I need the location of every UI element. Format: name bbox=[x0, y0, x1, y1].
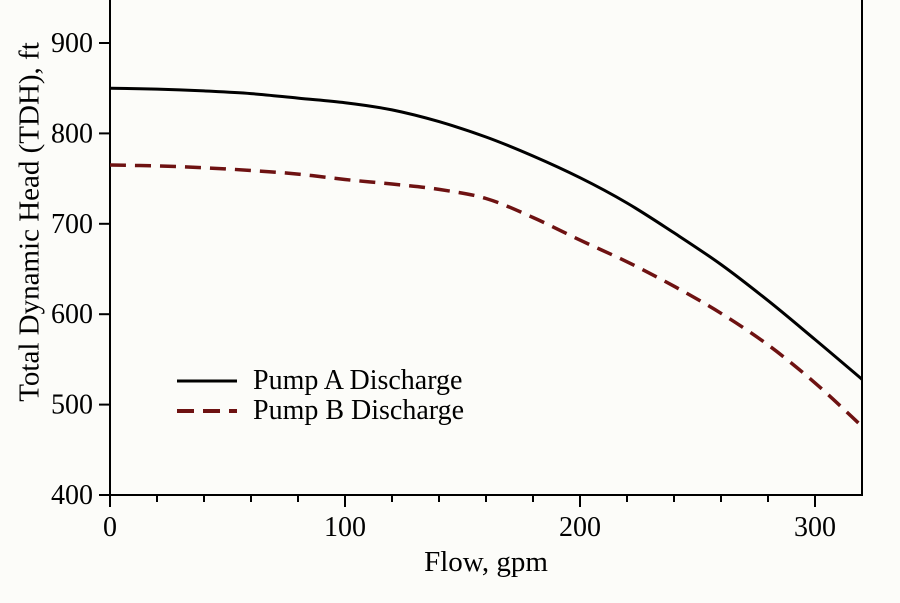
legend-line-sample-solid-icon bbox=[177, 379, 237, 383]
legend-label-pump-a: Pump A Discharge bbox=[253, 365, 463, 396]
legend: Pump A Discharge Pump B Discharge bbox=[176, 365, 465, 426]
legend-entry-pump-b: Pump B Discharge bbox=[176, 395, 465, 426]
x-tick-label: 300 bbox=[794, 512, 836, 543]
x-tick-label: 100 bbox=[324, 512, 366, 543]
y-tick-label: 400 bbox=[51, 480, 93, 511]
legend-label-pump-b: Pump B Discharge bbox=[253, 395, 465, 426]
x-axis-title: Flow, gpm bbox=[424, 546, 548, 578]
curve-pump-b-discharge bbox=[109, 163, 864, 428]
legend-line-sample-dashed-icon bbox=[177, 409, 237, 413]
y-tick-label: 500 bbox=[51, 390, 93, 421]
legend-entry-pump-a: Pump A Discharge bbox=[176, 365, 464, 396]
y-tick-label: 700 bbox=[51, 209, 93, 240]
y-axis-title: Total Dynamic Head (TDH), ft bbox=[13, 42, 46, 402]
y-tick-label: 600 bbox=[51, 299, 93, 330]
x-tick-label: 200 bbox=[559, 512, 601, 543]
y-tick-label: 900 bbox=[51, 28, 93, 59]
curve-pump-a-discharge bbox=[109, 86, 863, 381]
x-tick-label: 0 bbox=[103, 512, 117, 543]
y-tick-label: 800 bbox=[51, 118, 93, 149]
